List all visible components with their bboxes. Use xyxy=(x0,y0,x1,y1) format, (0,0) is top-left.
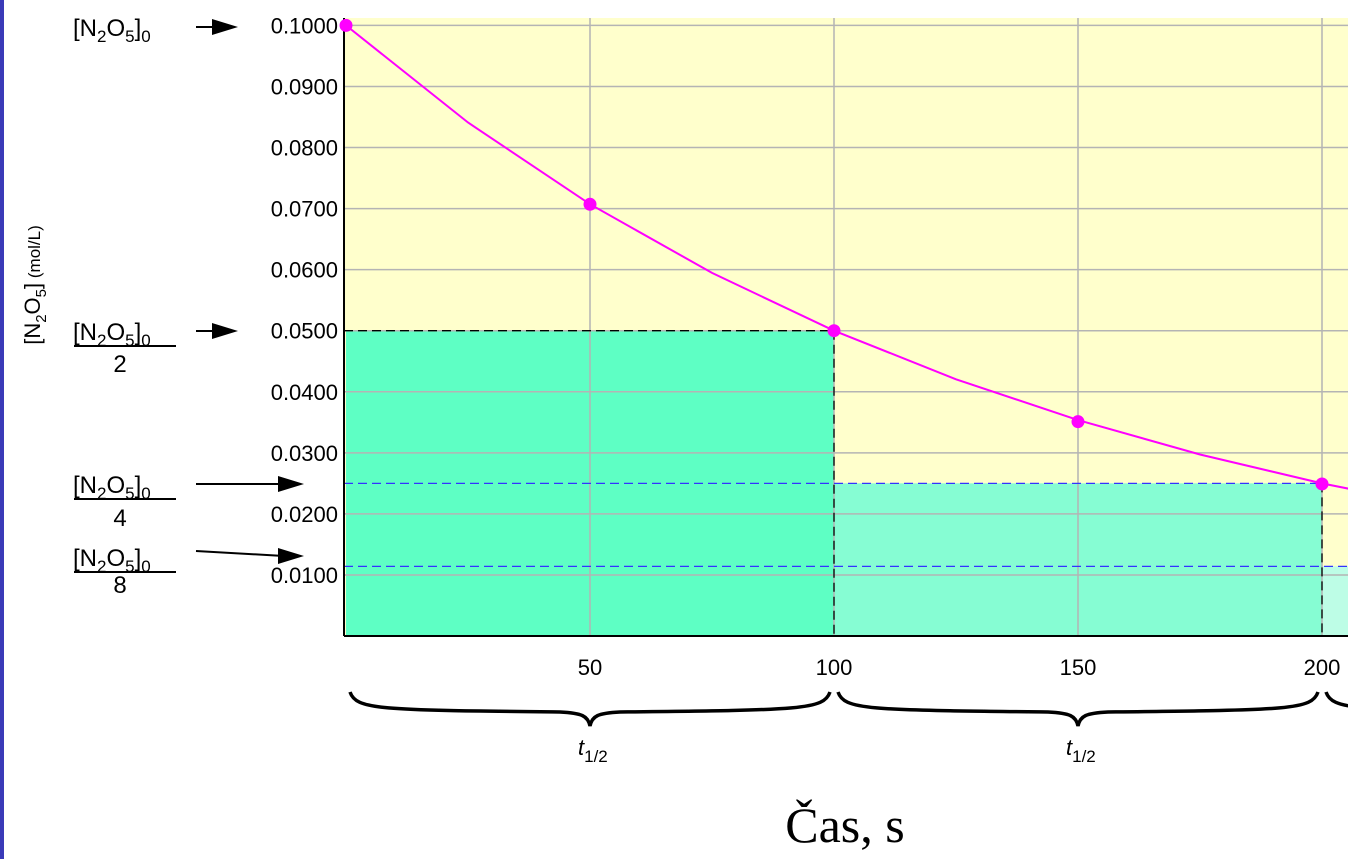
y-tick-0.0600: 0.0600 xyxy=(271,258,338,283)
y-tick-labels: 0.0100 0.0200 0.0300 0.0400 0.0500 0.0600 0.07… xyxy=(271,13,338,588)
ylabel-sub1: 2 xyxy=(33,314,50,322)
annotation-arrowhead-2 xyxy=(212,323,238,339)
x-tick-labels: 50100150200250300350400 xyxy=(578,655,1341,680)
ann-open: [N xyxy=(73,15,97,42)
x-tick-100: 100 xyxy=(816,655,853,680)
ann-o: O xyxy=(106,15,125,42)
annotation-2: [N2O5]02 xyxy=(73,319,238,378)
y-tick-0.0800: 0.0800 xyxy=(271,136,338,161)
half-life-label-1: t1/2 xyxy=(578,735,608,766)
ann-sub5: 5 xyxy=(125,27,134,46)
half-life-braces: t1/2t1/2t1/2 xyxy=(348,691,1348,766)
ann-sub0: 0 xyxy=(141,331,150,350)
annotation-numerator-4: [N2O5]0 xyxy=(73,545,151,576)
y-tick-0.0700: 0.0700 xyxy=(271,197,338,222)
data-point-150 xyxy=(1071,415,1085,429)
half-life-sub: 1/2 xyxy=(1072,747,1096,766)
annotation-3: [N2O5]04 xyxy=(73,472,304,532)
x-axis-title: Čas, s xyxy=(785,797,904,853)
y-tick-0.0100: 0.0100 xyxy=(271,563,338,588)
concentration-annotations: [N2O5]0[N2O5]02[N2O5]04[N2O5]08 xyxy=(73,15,304,599)
data-point-50 xyxy=(583,197,597,211)
ann-sub2: 2 xyxy=(97,331,106,350)
data-point-0 xyxy=(339,18,353,32)
series-decay xyxy=(339,18,1348,491)
ann-sub0: 0 xyxy=(141,484,150,503)
y-tick-0.1000: 0.1000 xyxy=(271,13,338,38)
annotation-numerator-3: [N2O5]0 xyxy=(73,472,151,503)
y-tick-0.0200: 0.0200 xyxy=(271,502,338,527)
brace-3 xyxy=(1324,691,1348,708)
half-life-t: t xyxy=(578,735,585,760)
ann-sub0: 0 xyxy=(141,557,150,576)
ylabel-mid: O xyxy=(20,297,45,314)
brace-1 xyxy=(348,691,832,727)
annotation-denominator-2: 2 xyxy=(113,351,126,378)
ann-sub5: 5 xyxy=(125,331,134,350)
guide-lines xyxy=(344,330,1348,636)
ann-close: ] xyxy=(135,319,142,346)
half-life-t: t xyxy=(1066,735,1073,760)
brace-2 xyxy=(836,691,1320,727)
annotation-numerator-2: [N2O5]0 xyxy=(73,319,151,350)
ann-sub2: 2 xyxy=(97,557,106,576)
ann-o: O xyxy=(106,545,125,572)
ann-sub2: 2 xyxy=(97,484,106,503)
ann-close: ] xyxy=(135,15,142,42)
x-tick-150: 150 xyxy=(1060,655,1097,680)
y-tick-0.0300: 0.0300 xyxy=(271,441,338,466)
y-tick-0.0500: 0.0500 xyxy=(271,319,338,344)
annotation-arrowhead-3 xyxy=(278,476,304,492)
ann-close: ] xyxy=(135,545,142,572)
ann-sub5: 5 xyxy=(125,557,134,576)
y-tick-0.0400: 0.0400 xyxy=(271,380,338,405)
annotation-arrowhead-4 xyxy=(278,548,304,564)
half-life-label-2: t1/2 xyxy=(1066,735,1096,766)
ann-sub0: 0 xyxy=(141,27,150,46)
data-point-200 xyxy=(1315,477,1329,491)
y-tick-0.0900: 0.0900 xyxy=(271,74,338,99)
annotation-1: [N2O5]0 xyxy=(73,15,238,46)
half-life-region-3 xyxy=(1322,566,1348,636)
ylabel-main: [N xyxy=(20,323,45,345)
ann-open: [N xyxy=(73,472,97,499)
annotation-arrowhead-1 xyxy=(212,19,238,35)
x-tick-200: 200 xyxy=(1304,655,1341,680)
annotation-arrow-4 xyxy=(195,550,285,557)
annotation-denominator-3: 4 xyxy=(113,505,126,532)
annotation-numerator-1: [N2O5]0 xyxy=(73,15,151,46)
ann-close: ] xyxy=(135,472,142,499)
left-border-strip xyxy=(0,0,4,859)
annotation-denominator-4: 8 xyxy=(113,572,126,599)
ann-open: [N xyxy=(73,545,97,572)
ylabel-sub2: 5 xyxy=(33,289,50,297)
ylabel-unit: (mol/L) xyxy=(25,225,44,283)
half-life-sub: 1/2 xyxy=(584,747,608,766)
ann-open: [N xyxy=(73,319,97,346)
ann-sub5: 5 xyxy=(125,484,134,503)
ann-o: O xyxy=(106,472,125,499)
x-tick-50: 50 xyxy=(578,655,602,680)
ann-sub2: 2 xyxy=(97,27,106,46)
annotation-4: [N2O5]08 xyxy=(73,545,304,599)
data-point-100 xyxy=(827,324,841,338)
ylabel-end: ] xyxy=(20,283,45,289)
ann-o: O xyxy=(106,319,125,346)
y-axis-title: [N2O5] (mol/L) xyxy=(20,225,50,345)
